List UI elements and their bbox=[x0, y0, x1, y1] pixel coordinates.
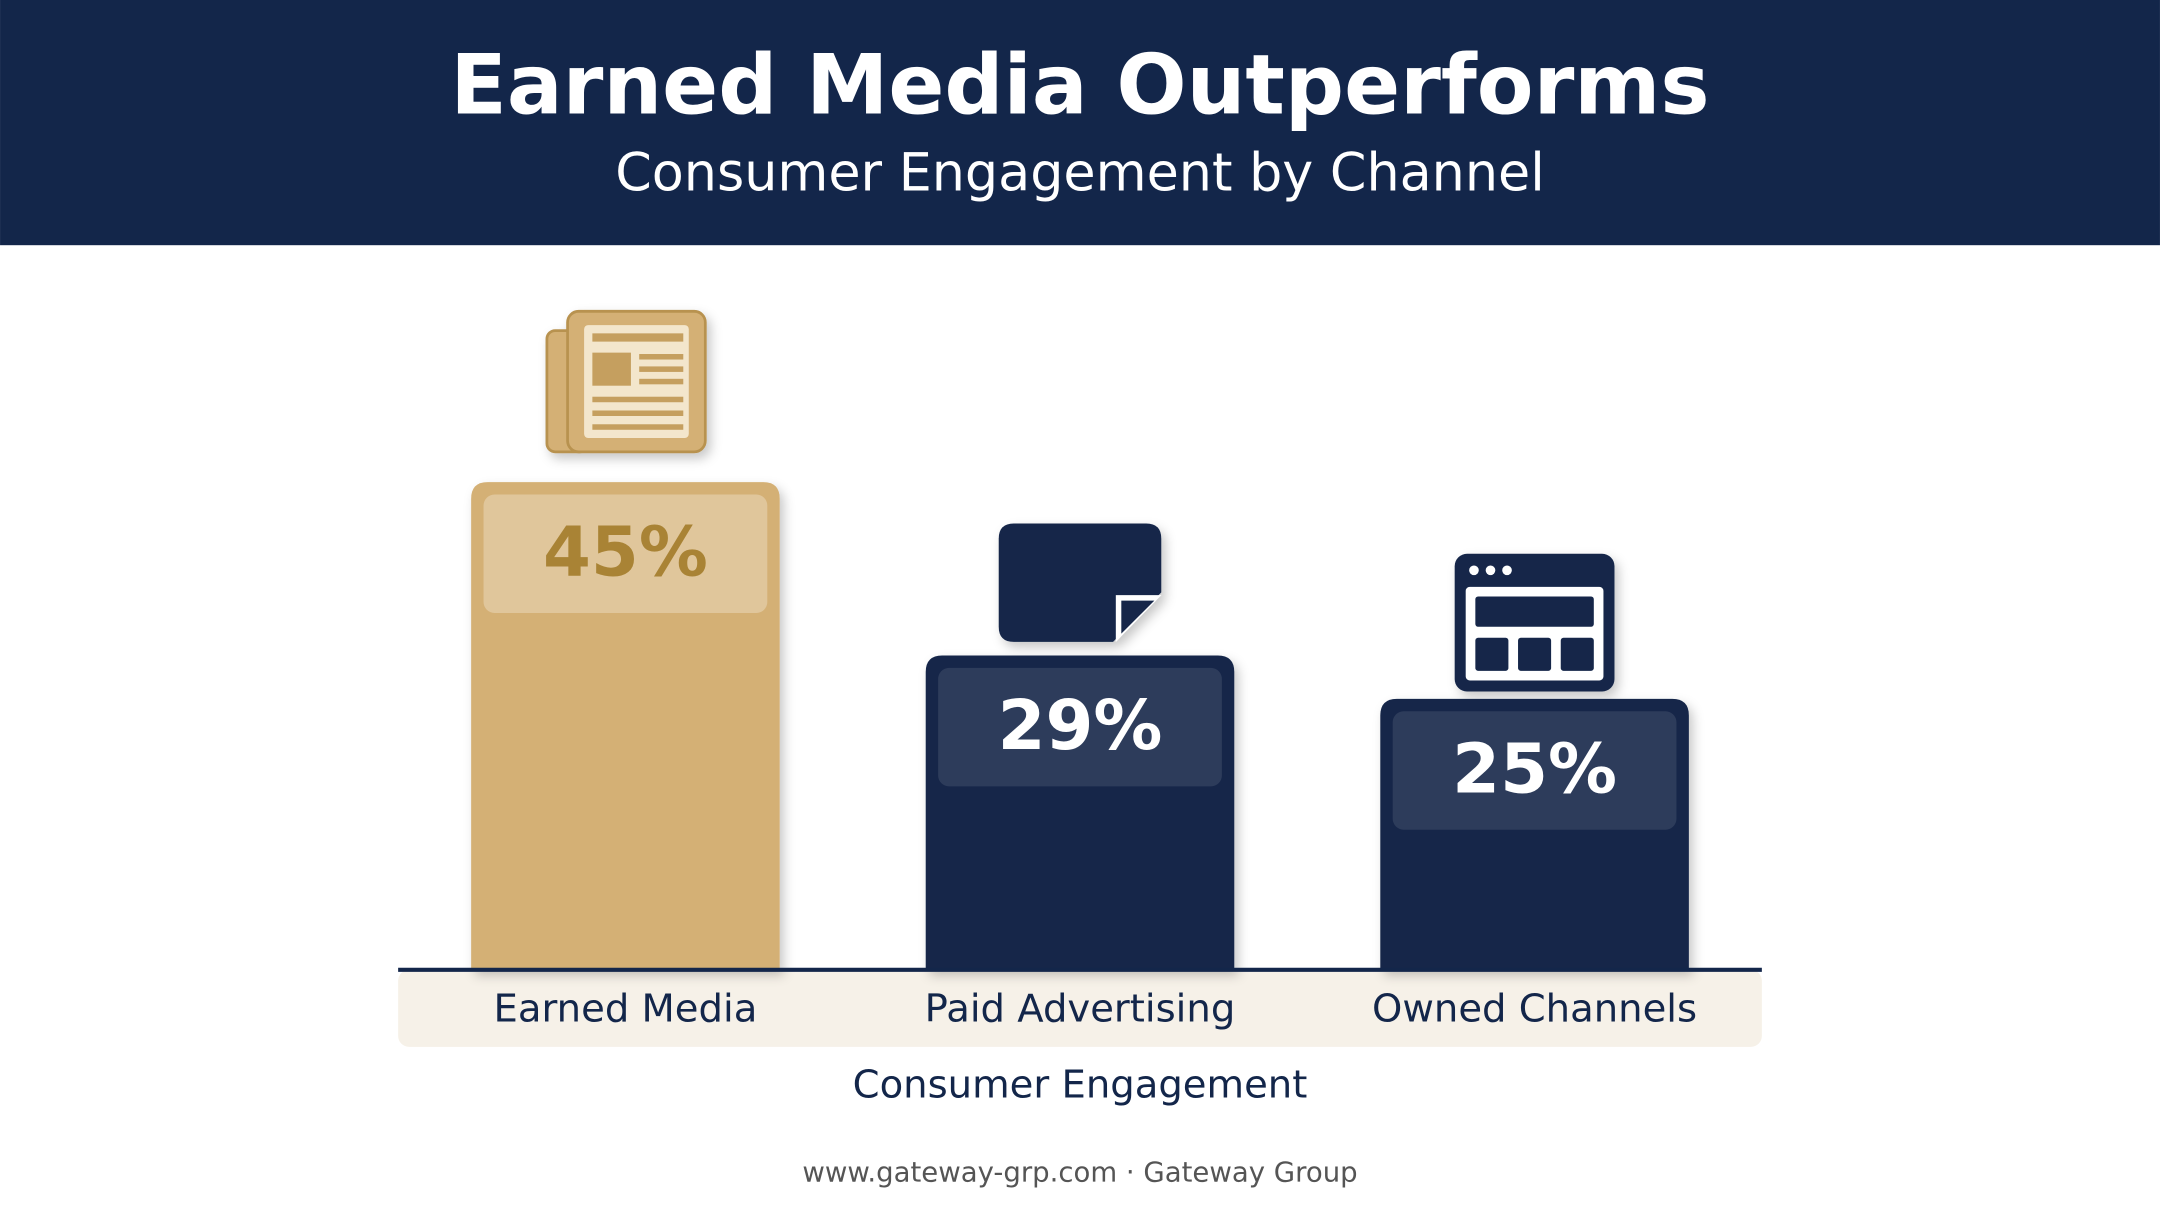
value-panel bbox=[483, 494, 768, 613]
category-band bbox=[398, 969, 1762, 1047]
bars: 45% 29% 25% bbox=[471, 482, 1689, 970]
bar bbox=[925, 655, 1235, 970]
header-band bbox=[0, 0, 2160, 246]
chart-title: Earned Media Outperforms bbox=[450, 37, 1709, 133]
ad-icon bbox=[998, 523, 1162, 642]
value-label: 25% bbox=[1452, 729, 1617, 809]
value-label: 29% bbox=[998, 686, 1163, 766]
value-panel bbox=[1392, 711, 1677, 830]
x-tick-label: Paid Advertising bbox=[925, 987, 1236, 1032]
footer: www.gateway-grp.com · Gateway Group bbox=[802, 1157, 1357, 1189]
x-axis-label: Consumer Engagement bbox=[853, 1062, 1308, 1107]
value-panel bbox=[938, 667, 1222, 787]
chart-subtitle: Consumer Engagement by Channel bbox=[615, 142, 1545, 203]
newspaper-icon bbox=[545, 309, 707, 454]
website-icon bbox=[1454, 553, 1615, 692]
value-label: 45% bbox=[543, 513, 708, 593]
x-tick-label: Owned Channels bbox=[1372, 987, 1697, 1032]
x-tick-label: Earned Media bbox=[494, 987, 758, 1032]
bar bbox=[1380, 698, 1689, 970]
bar bbox=[471, 482, 780, 970]
